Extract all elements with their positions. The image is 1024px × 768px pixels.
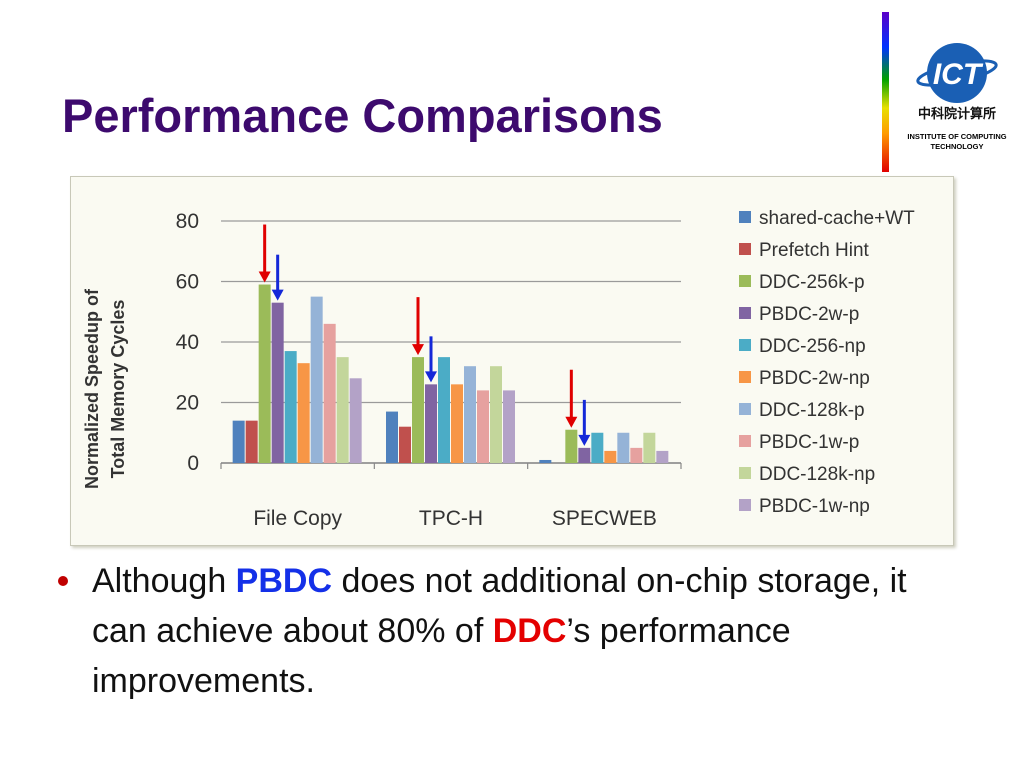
bar	[477, 390, 489, 463]
bullet-pbdc: PBDC	[235, 562, 333, 600]
legend-label: shared-cache+WT	[759, 208, 915, 229]
bar	[323, 323, 336, 463]
bullet-ddc: DDC	[492, 612, 567, 650]
annotation-arrow-head	[578, 434, 591, 446]
annotation-arrow-head	[258, 271, 271, 283]
legend-swatch	[739, 275, 751, 287]
legend-swatch	[739, 307, 751, 319]
x-category-label: TPC-H	[419, 507, 483, 530]
legend-swatch	[739, 467, 751, 479]
bar	[643, 432, 656, 463]
bar	[425, 384, 437, 463]
bar	[503, 390, 515, 463]
legend-swatch	[739, 435, 751, 447]
y-ticks: 0 20 40 60 80	[176, 210, 199, 475]
y-tick-label: 80	[176, 210, 199, 233]
bar	[310, 296, 323, 463]
logo-chinese-name: 中科院计算所	[918, 106, 996, 122]
legend-swatch	[739, 211, 751, 223]
speedup-bar-chart: 0 20 40 60 80 File Copy TPC-H SPECWEB shared-c…	[82, 208, 915, 530]
legend-swatch	[739, 243, 751, 255]
logo-text: ICT	[933, 58, 984, 91]
annotation-arrow-head	[425, 371, 437, 383]
slide-title: Performance Comparisons	[62, 89, 663, 142]
legend-label: PBDC-2w-np	[759, 368, 870, 389]
legend-label: PBDC-1w-p	[759, 432, 859, 453]
bar	[591, 432, 604, 463]
bullet-dot	[58, 576, 68, 586]
y-tick-label: 40	[176, 331, 199, 354]
bullet-text: Although PBDC does not additional on-chi…	[92, 556, 942, 706]
y-tick-label: 20	[176, 392, 199, 415]
y-tick-label: 60	[176, 271, 199, 294]
bullet-part-3: ’s performance improvements.	[92, 612, 791, 700]
legend-label: DDC-128k-p	[759, 400, 865, 421]
legend-label: DDC-256-np	[759, 336, 866, 357]
bar	[284, 351, 297, 463]
bar	[271, 302, 284, 463]
bar	[604, 450, 617, 463]
bar	[617, 432, 630, 463]
bar	[297, 363, 310, 463]
bar	[336, 357, 349, 463]
bars	[232, 284, 669, 463]
x-categories: File Copy TPC-H SPECWEB	[253, 507, 657, 530]
y-tick-label: 0	[187, 452, 199, 475]
x-category-label: SPECWEB	[552, 507, 657, 530]
legend-swatch	[739, 499, 751, 511]
bar	[245, 420, 258, 463]
bar	[490, 366, 502, 463]
legend-label: PBDC-1w-np	[759, 496, 870, 517]
legend-label: DDC-128k-np	[759, 464, 875, 485]
institute-line-1: INSTITUTE OF COMPUTING	[907, 132, 1007, 141]
bar	[438, 357, 450, 463]
bullet-part-2: does not additional on-chip storage, it …	[92, 562, 907, 650]
chart-frame: 0 20 40 60 80 File Copy TPC-H SPECWEB shared-c…	[70, 176, 954, 546]
bar	[258, 284, 271, 463]
rainbow-accent-bar	[882, 12, 889, 172]
institute-line-2: TECHNOLOGY	[930, 142, 984, 151]
bullet-part-1: Although	[92, 562, 236, 600]
legend-label: DDC-256k-p	[759, 272, 865, 293]
legend-swatch	[739, 403, 751, 415]
legend-swatch	[739, 371, 751, 383]
ict-logo: ICT 中科院计算所 INSTITUTE OF COMPUTING TECHNO…	[898, 40, 1016, 158]
annotation-arrow-head	[271, 289, 284, 301]
ict-logo-emblem: ICT 中科院计算所	[916, 43, 998, 122]
annotation-arrow-head	[412, 344, 424, 356]
bar	[656, 450, 669, 463]
bar	[451, 384, 463, 463]
legend-swatch	[739, 339, 751, 351]
x-category-label: File Copy	[253, 507, 342, 530]
arrows	[258, 224, 591, 446]
bar	[386, 411, 398, 463]
annotation-arrow-head	[565, 416, 578, 428]
legend-label: PBDC-2w-p	[759, 304, 859, 325]
bar	[232, 420, 245, 463]
bar	[412, 357, 424, 463]
legend-label: Prefetch Hint	[759, 240, 870, 261]
legend: shared-cache+WT Prefetch Hint DDC-256k-p PB…	[739, 208, 915, 517]
bar	[399, 426, 411, 463]
y-axis-label-line-2: Total Memory Cycles	[108, 300, 128, 479]
bar	[578, 447, 591, 463]
bar	[539, 459, 552, 463]
y-axis-label-line-1: Normalized Speedup of	[82, 288, 102, 489]
bar	[464, 366, 476, 463]
bar	[630, 447, 643, 463]
bar	[349, 378, 362, 463]
bar	[565, 429, 578, 463]
